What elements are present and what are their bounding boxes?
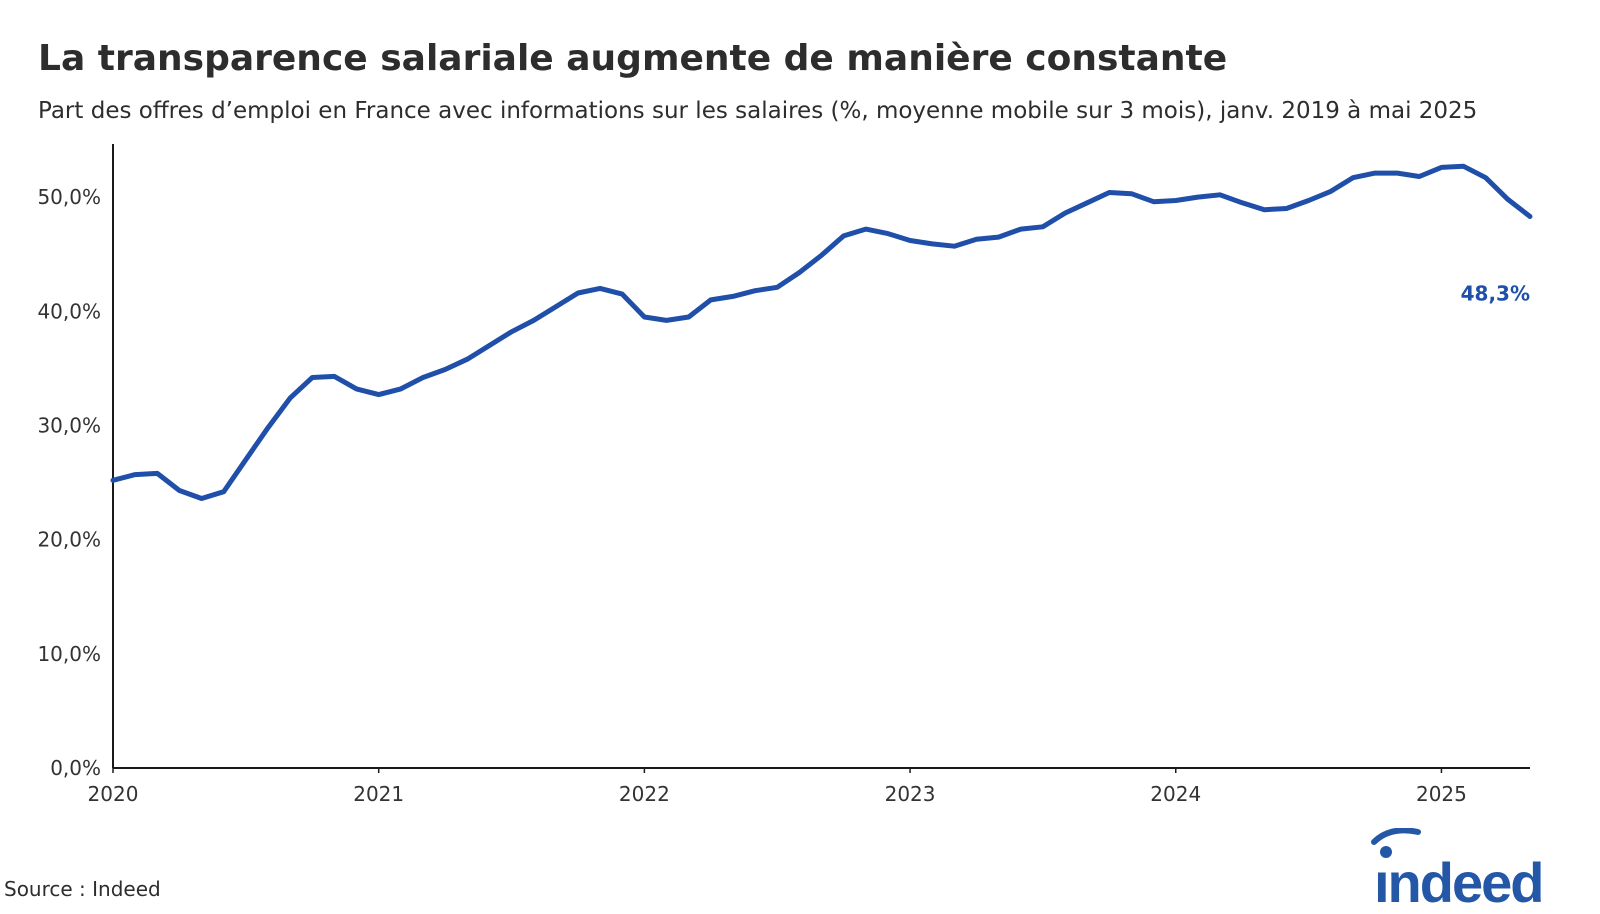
series-points xyxy=(113,166,1530,498)
y-tick-label: 10,0% xyxy=(37,642,101,666)
source-note: Source : Indeed xyxy=(4,877,161,901)
x-axis-ticks: 2020 2021 2022 2023 2024 2025 xyxy=(88,768,1467,806)
logo-arc-icon xyxy=(1371,828,1421,845)
chart-subtitle: Part des offres d’emploi en France avec … xyxy=(38,98,1478,124)
y-tick-label: 40,0% xyxy=(37,299,101,323)
end-value-label: 48,3% xyxy=(1461,282,1530,306)
x-tick-label: 2022 xyxy=(619,782,670,806)
logo-wordmark: ındeed xyxy=(1374,851,1542,908)
x-tick-label: 2020 xyxy=(88,782,139,806)
y-tick-label: 20,0% xyxy=(37,528,101,552)
series-line xyxy=(110,163,1533,501)
x-tick-label: 2025 xyxy=(1416,782,1467,806)
x-tick-label: 2024 xyxy=(1150,782,1201,806)
indeed-logo: ındeed xyxy=(1371,828,1544,908)
x-tick-label: 2023 xyxy=(885,782,936,806)
y-axis-ticks: 0,0% 10,0% 20,0% 30,0% 40,0% 50,0% xyxy=(37,185,101,780)
y-tick-label: 50,0% xyxy=(37,185,101,209)
x-tick-label: 2021 xyxy=(353,782,404,806)
chart-title: La transparence salariale augmente de ma… xyxy=(38,38,1228,79)
y-tick-label: 0,0% xyxy=(50,756,101,780)
logo-dot-icon xyxy=(1380,846,1392,858)
y-tick-label: 30,0% xyxy=(37,413,101,437)
